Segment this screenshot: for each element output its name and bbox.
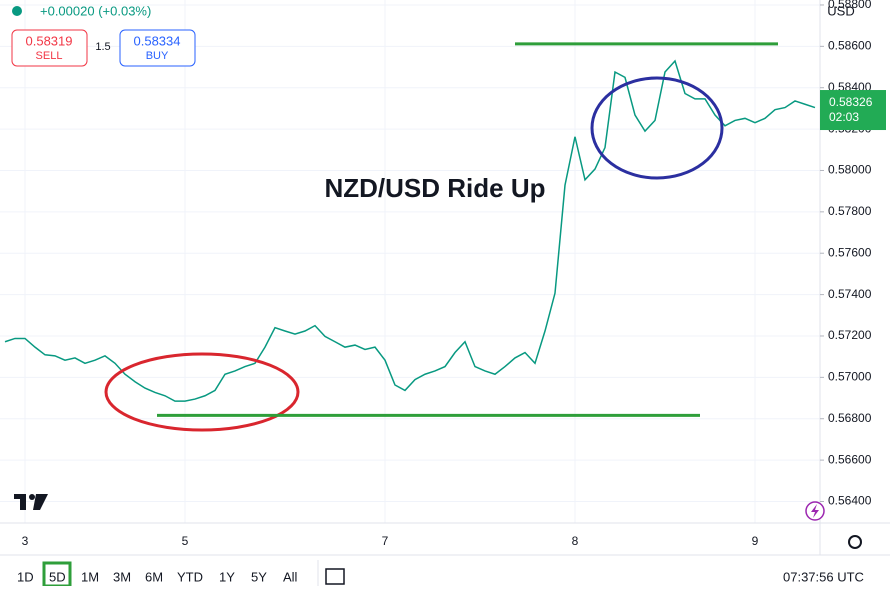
highlight-ellipse xyxy=(104,352,300,432)
last-price: 0.58326 xyxy=(829,95,873,109)
logo xyxy=(14,494,48,510)
alert-icon xyxy=(811,504,819,518)
sell-label[interactable]: SELL xyxy=(36,50,63,62)
chart-title: NZD/USD Ride Up xyxy=(325,173,546,203)
y-tick-label: 0.57400 xyxy=(828,287,872,301)
y-tick-label: 0.56800 xyxy=(828,411,872,425)
range-button[interactable]: 5Y xyxy=(251,569,267,584)
sell-price[interactable]: 0.58319 xyxy=(26,33,73,48)
countdown: 02:03 xyxy=(829,110,859,124)
y-tick-label: 0.56600 xyxy=(828,452,872,466)
y-tick-label: 0.58600 xyxy=(828,39,872,53)
y-tick-label: 0.58000 xyxy=(828,163,872,177)
range-button[interactable]: 1Y xyxy=(219,569,235,584)
buy-button[interactable] xyxy=(119,29,196,67)
y-tick-label: 0.57000 xyxy=(828,370,872,384)
x-tick-label: 9 xyxy=(752,534,759,548)
status-dot xyxy=(12,6,22,16)
y-tick-label: 0.57200 xyxy=(828,328,872,342)
x-tick-label: 7 xyxy=(382,534,389,548)
settings-icon[interactable] xyxy=(848,535,862,549)
y-tick-label: 0.57600 xyxy=(828,245,872,259)
range-button[interactable]: 1M xyxy=(81,569,99,584)
change: +0.00020 (+0.03%) xyxy=(40,3,151,18)
range-button[interactable]: 5D xyxy=(49,569,66,584)
buy-label[interactable]: BUY xyxy=(146,50,169,62)
range-button[interactable]: 6M xyxy=(145,569,163,584)
clock: 07:37:56 UTC xyxy=(783,569,864,584)
goto-date-icon[interactable] xyxy=(325,568,345,585)
price-line xyxy=(4,59,816,402)
highlight-ellipse xyxy=(590,76,724,180)
y-tick-label: 0.56400 xyxy=(828,494,872,508)
x-tick-label: 3 xyxy=(22,534,29,548)
last-price-box xyxy=(820,90,886,131)
x-tick-label: 5 xyxy=(182,534,189,548)
spread: 1.5 xyxy=(95,41,110,53)
y-tick-label: 0.58800 xyxy=(828,0,872,11)
range-button[interactable]: 3M xyxy=(113,569,131,584)
range-button[interactable]: 1D xyxy=(17,569,34,584)
buy-price[interactable]: 0.58334 xyxy=(134,33,181,48)
currency[interactable]: USD xyxy=(827,3,854,18)
range-button[interactable]: All xyxy=(283,569,298,584)
sell-button[interactable] xyxy=(11,29,88,67)
range-button[interactable]: YTD xyxy=(177,569,203,584)
x-tick-label: 8 xyxy=(572,534,579,548)
y-tick-label: 0.57800 xyxy=(828,204,872,218)
